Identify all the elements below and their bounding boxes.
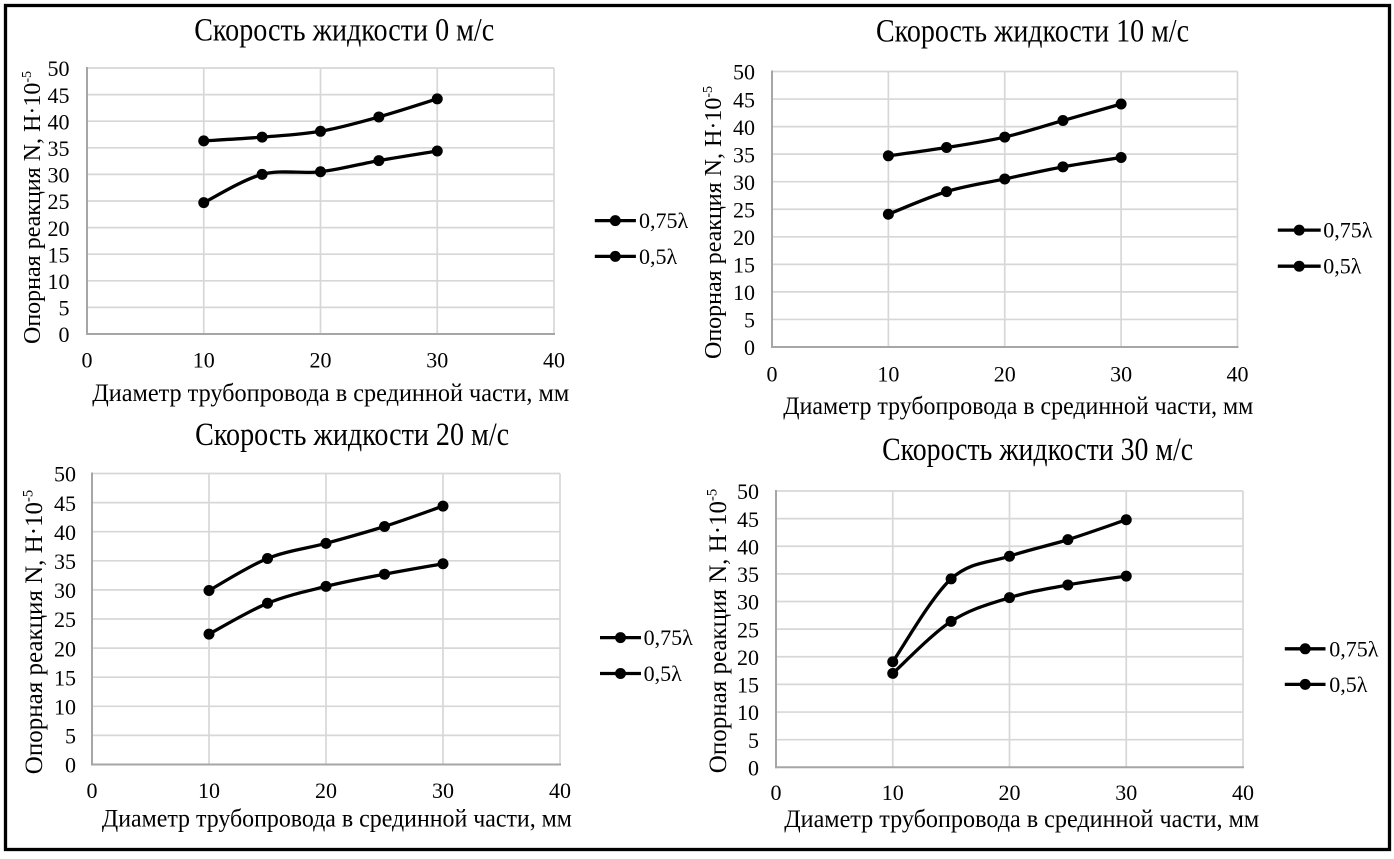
- svg-text:30: 30: [737, 590, 759, 615]
- svg-text:5: 5: [744, 308, 755, 333]
- svg-text:50: 50: [733, 60, 755, 85]
- svg-text:0: 0: [771, 780, 782, 805]
- svg-text:Опорная реакция N, Н·10-5: Опорная реакция N, Н·10-5: [20, 71, 46, 344]
- svg-text:25: 25: [737, 617, 759, 642]
- svg-text:10: 10: [877, 362, 899, 387]
- svg-text:10: 10: [737, 700, 759, 725]
- svg-text:Опорная реакция N, Н·10-5: Опорная реакция N, Н·10-5: [21, 490, 48, 774]
- svg-text:10: 10: [54, 695, 76, 720]
- svg-text:45: 45: [737, 507, 759, 532]
- svg-text:30: 30: [733, 170, 755, 195]
- svg-text:0: 0: [748, 756, 759, 781]
- svg-text:0,75λ: 0,75λ: [639, 208, 689, 233]
- svg-text:20: 20: [737, 645, 759, 670]
- svg-text:35: 35: [737, 562, 759, 587]
- svg-text:20: 20: [999, 780, 1021, 805]
- svg-text:45: 45: [48, 83, 70, 108]
- svg-text:0: 0: [82, 348, 93, 373]
- svg-text:30: 30: [426, 348, 448, 373]
- svg-text:40: 40: [1227, 362, 1249, 387]
- svg-text:0: 0: [59, 322, 70, 347]
- svg-text:Диаметр трубопровода в срединн: Диаметр трубопровода в срединной части, …: [92, 380, 569, 407]
- svg-text:20: 20: [310, 348, 332, 373]
- svg-text:Опорная реакция N, Н·10-5: Опорная реакция N, Н·10-5: [701, 86, 727, 359]
- svg-text:40: 40: [1232, 780, 1254, 805]
- svg-text:15: 15: [733, 253, 755, 278]
- svg-text:Диаметр трубопровода в срединн: Диаметр трубопровода в срединной части, …: [784, 806, 1259, 833]
- svg-text:30: 30: [48, 163, 70, 188]
- svg-text:25: 25: [54, 607, 76, 632]
- svg-text:15: 15: [737, 673, 759, 698]
- svg-text:35: 35: [48, 136, 70, 161]
- svg-text:10: 10: [733, 280, 755, 305]
- svg-text:Скорость жидкости 30 м/с: Скорость жидкости 30 м/с: [882, 432, 1193, 468]
- svg-text:35: 35: [54, 549, 76, 574]
- svg-text:10: 10: [882, 780, 904, 805]
- svg-text:Скорость жидкости 20 м/с: Скорость жидкости 20 м/с: [195, 417, 509, 453]
- svg-text:40: 40: [543, 348, 565, 373]
- svg-text:15: 15: [48, 242, 70, 267]
- svg-text:10: 10: [48, 269, 70, 294]
- svg-text:Опорная реакция N, Н·10-5: Опорная реакция N, Н·10-5: [705, 489, 732, 773]
- svg-text:20: 20: [315, 778, 337, 803]
- svg-text:0,75λ: 0,75λ: [1323, 218, 1373, 243]
- svg-text:0: 0: [87, 778, 98, 803]
- svg-text:30: 30: [1115, 780, 1137, 805]
- svg-text:45: 45: [733, 87, 755, 112]
- svg-text:25: 25: [733, 197, 755, 222]
- svg-text:5: 5: [65, 724, 76, 749]
- svg-text:5: 5: [748, 728, 759, 753]
- svg-text:20: 20: [733, 225, 755, 250]
- svg-text:10: 10: [193, 348, 215, 373]
- svg-text:20: 20: [994, 362, 1016, 387]
- svg-text:30: 30: [432, 778, 454, 803]
- svg-text:0,5λ: 0,5λ: [644, 661, 683, 686]
- svg-text:5: 5: [59, 296, 70, 321]
- svg-text:0: 0: [767, 362, 778, 387]
- svg-text:0,5λ: 0,5λ: [1323, 254, 1362, 279]
- svg-text:0: 0: [65, 753, 76, 778]
- svg-text:30: 30: [1110, 362, 1132, 387]
- svg-text:Скорость жидкости 10 м/с: Скорость жидкости 10 м/с: [876, 13, 1189, 49]
- svg-text:40: 40: [737, 534, 759, 559]
- svg-text:30: 30: [54, 578, 76, 603]
- svg-text:50: 50: [48, 56, 70, 81]
- svg-text:0,75λ: 0,75λ: [644, 625, 694, 650]
- svg-text:50: 50: [737, 479, 759, 504]
- svg-text:10: 10: [198, 778, 220, 803]
- svg-text:15: 15: [54, 665, 76, 690]
- svg-text:35: 35: [733, 142, 755, 167]
- svg-text:25: 25: [48, 189, 70, 214]
- svg-text:Скорость жидкости 0 м/с: Скорость жидкости 0 м/с: [194, 13, 494, 49]
- svg-text:0,5λ: 0,5λ: [639, 244, 678, 269]
- svg-text:Диаметр трубопровода в срединн: Диаметр трубопровода в срединной части, …: [102, 806, 572, 833]
- svg-text:20: 20: [48, 216, 70, 241]
- svg-text:40: 40: [54, 520, 76, 545]
- svg-text:20: 20: [54, 636, 76, 661]
- svg-text:0,5λ: 0,5λ: [1329, 672, 1368, 697]
- svg-text:0: 0: [744, 335, 755, 360]
- svg-text:40: 40: [48, 109, 70, 134]
- svg-text:50: 50: [54, 462, 76, 487]
- svg-text:40: 40: [733, 115, 755, 140]
- svg-text:0,75λ: 0,75λ: [1329, 636, 1379, 661]
- svg-text:45: 45: [54, 491, 76, 516]
- svg-text:Диаметр трубопровода в срединн: Диаметр трубопровода в срединной части, …: [783, 393, 1253, 420]
- svg-text:40: 40: [549, 778, 571, 803]
